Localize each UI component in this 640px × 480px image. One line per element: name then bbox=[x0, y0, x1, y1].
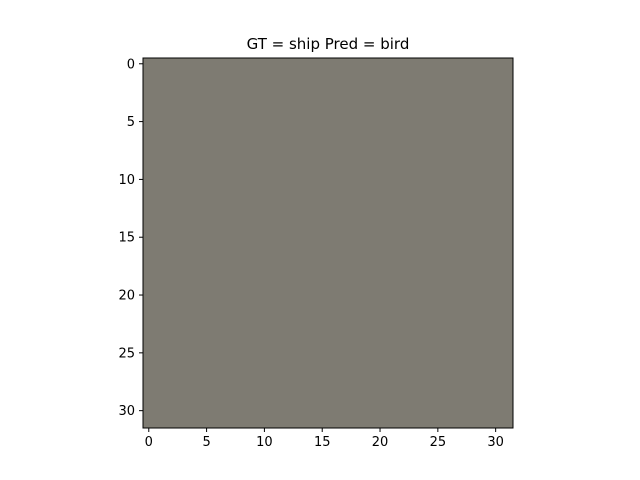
x-tick-label: 25 bbox=[430, 435, 447, 450]
y-tick-label: 10 bbox=[118, 173, 135, 188]
image-background bbox=[143, 58, 513, 428]
y-tick-label: 30 bbox=[118, 404, 135, 419]
y-axis: 0 5 10 15 20 25 30 bbox=[118, 57, 143, 419]
x-tick-label: 10 bbox=[256, 435, 273, 450]
y-tick-label: 15 bbox=[118, 231, 135, 246]
x-tick-label: 0 bbox=[145, 435, 153, 450]
plot-title: GT = ship Pred = bird bbox=[247, 35, 410, 53]
x-axis: 0 5 10 15 20 25 30 bbox=[145, 428, 504, 450]
x-tick-label: 15 bbox=[314, 435, 331, 450]
y-tick-label: 0 bbox=[127, 57, 135, 72]
y-tick-label: 25 bbox=[118, 346, 135, 361]
y-tick-label: 20 bbox=[118, 289, 135, 304]
x-tick-label: 5 bbox=[202, 435, 210, 450]
y-tick-label: 5 bbox=[127, 115, 135, 130]
image-grid bbox=[143, 58, 513, 428]
x-tick-label: 20 bbox=[372, 435, 389, 450]
axes-frame bbox=[142, 57, 514, 429]
x-tick-label: 30 bbox=[487, 435, 504, 450]
